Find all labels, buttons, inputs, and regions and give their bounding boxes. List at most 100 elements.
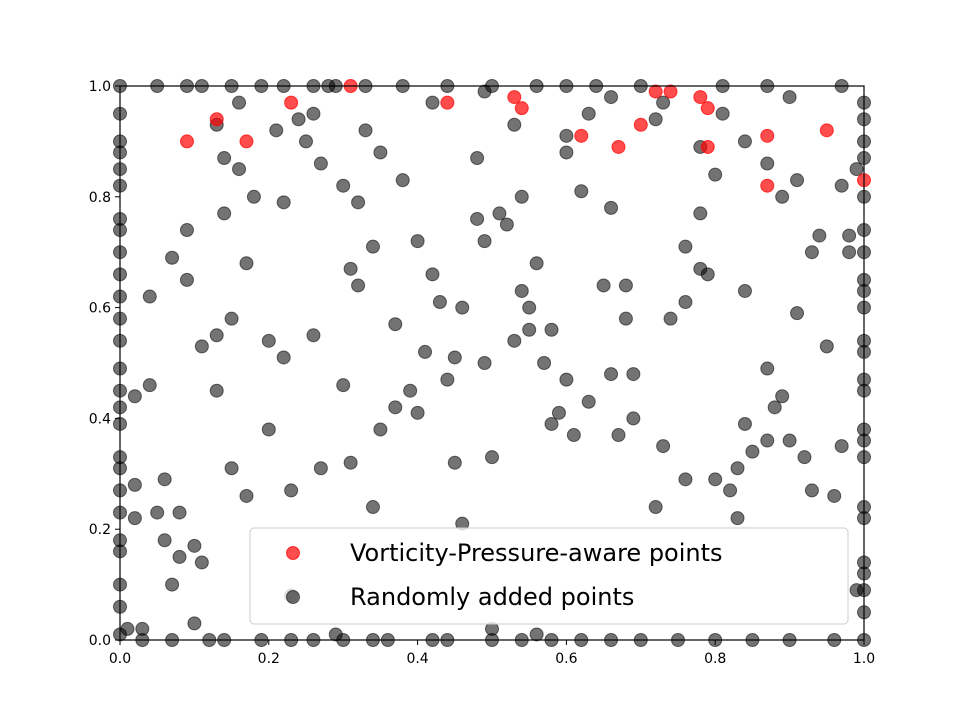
vorticity-point-2 (239, 134, 254, 149)
random-point-221 (566, 428, 581, 443)
random-point-158 (306, 328, 321, 343)
random-point-215 (447, 455, 462, 470)
y-tick-label-1: 0.2 (89, 522, 111, 538)
y-tick-label-4: 0.8 (89, 190, 111, 206)
random-point-116 (529, 256, 544, 271)
random-point-94 (232, 95, 247, 110)
random-point-163 (410, 234, 425, 249)
random-point-146 (179, 272, 194, 287)
random-point-97 (299, 134, 313, 149)
random-point-202 (187, 616, 202, 631)
random-point-164 (418, 344, 433, 359)
random-point-201 (194, 555, 209, 570)
random-point-121 (604, 90, 619, 105)
random-point-189 (819, 339, 834, 354)
random-point-226 (656, 439, 671, 454)
random-point-179 (604, 367, 619, 382)
random-point-172 (514, 283, 529, 298)
random-point-131 (737, 134, 752, 149)
random-point-101 (336, 178, 351, 193)
vorticity-point-6 (507, 90, 522, 105)
random-point-242 (135, 621, 150, 636)
random-point-152 (239, 256, 254, 271)
random-point-135 (790, 173, 805, 188)
random-point-178 (596, 278, 611, 293)
random-point-181 (618, 278, 633, 293)
vorticity-point-12 (663, 84, 678, 99)
random-point-176 (544, 322, 559, 337)
vorticity-point-16 (760, 128, 775, 143)
random-point-236 (782, 433, 797, 448)
random-point-231 (737, 416, 752, 431)
random-point-208 (313, 461, 328, 476)
random-point-174 (522, 300, 537, 315)
random-point-167 (440, 372, 455, 387)
random-point-219 (544, 416, 559, 431)
random-point-95 (269, 123, 284, 138)
random-point-211 (373, 422, 388, 437)
legend-label-vorticity: Vorticity-Pressure-aware points (350, 539, 723, 567)
random-point-106 (395, 173, 410, 188)
random-point-144 (165, 250, 180, 265)
plot-frame (119, 85, 865, 641)
x-tick-label-5: 1.0 (853, 651, 875, 667)
random-point-173 (522, 322, 537, 337)
random-point-150 (217, 206, 232, 221)
random-point-230 (730, 461, 745, 476)
x-tick-label-2: 0.4 (406, 651, 428, 667)
random-point-98 (306, 106, 321, 121)
random-point-103 (358, 123, 373, 138)
random-point-245 (730, 511, 745, 526)
random-point-119 (574, 184, 589, 199)
random-point-165 (425, 267, 440, 282)
random-point-102 (351, 195, 366, 210)
random-point-210 (365, 500, 380, 515)
random-point-155 (261, 333, 276, 348)
vorticity-point-0 (179, 134, 194, 149)
random-point-133 (775, 189, 790, 204)
random-point-169 (455, 300, 470, 315)
random-point-182 (626, 367, 641, 382)
random-point-195 (157, 472, 172, 487)
random-point-228 (708, 472, 723, 487)
vorticity-point-17 (760, 178, 775, 193)
random-point-239 (827, 488, 842, 503)
random-point-139 (842, 228, 857, 243)
random-point-197 (172, 505, 187, 520)
random-point-113 (492, 206, 507, 221)
random-point-137 (812, 228, 827, 243)
random-point-229 (723, 483, 738, 498)
random-point-204 (239, 488, 254, 503)
random-point-140 (842, 245, 857, 260)
random-point-112 (499, 217, 514, 232)
random-point-107 (425, 95, 440, 110)
random-point-206 (284, 483, 299, 498)
random-point-188 (790, 306, 805, 321)
x-tick-label-3: 0.6 (555, 651, 577, 667)
random-point-108 (470, 151, 485, 166)
vorticity-point-18 (819, 123, 834, 138)
random-point-223 (611, 428, 626, 443)
vorticity-point-3 (284, 95, 299, 110)
random-point-205 (261, 422, 276, 437)
random-point-151 (232, 162, 247, 177)
random-point-145 (179, 223, 194, 238)
random-point-175 (537, 356, 552, 370)
random-point-194 (150, 505, 165, 520)
random-point-122 (604, 200, 619, 215)
random-point-159 (343, 261, 358, 276)
random-point-237 (797, 450, 812, 465)
random-point-115 (514, 189, 529, 204)
vorticity-point-15 (700, 139, 715, 154)
random-point-148 (209, 328, 224, 343)
random-point-134 (782, 90, 797, 105)
random-point-240 (834, 439, 849, 454)
random-point-196 (157, 533, 172, 548)
random-point-193 (127, 511, 142, 526)
random-point-227 (678, 472, 693, 487)
random-point-114 (507, 117, 522, 132)
random-point-123 (648, 112, 663, 127)
random-point-110 (477, 234, 492, 249)
random-point-162 (388, 317, 403, 332)
